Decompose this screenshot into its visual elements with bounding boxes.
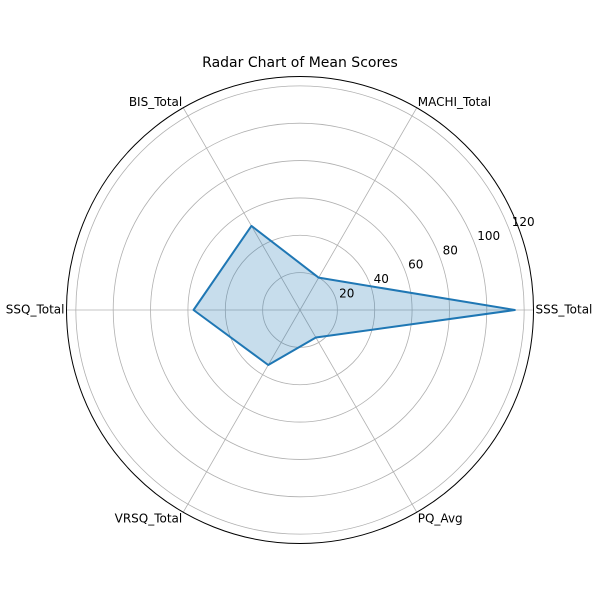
axis-label-bis-total: BIS_Total (129, 95, 182, 109)
axis-label-sss-total: SSS_Total (536, 303, 593, 317)
grid-layer (66, 85, 534, 535)
r-tick-label-40: 40 (374, 272, 389, 286)
r-tick-label-60: 60 (408, 258, 423, 272)
spoke-2 (182, 107, 301, 311)
series-layer (192, 224, 516, 366)
axis-label-pq-avg: PQ_Avg (418, 512, 463, 526)
chart-title: Radar Chart of Mean Scores (202, 55, 398, 71)
spoke-4 (182, 309, 301, 513)
r-tick-label-120: 120 (512, 215, 535, 229)
axis-label-machi-total: MACHI_Total (418, 95, 491, 109)
axis-label-ssq-total: SSQ_Total (6, 303, 65, 317)
spoke-5 (299, 309, 418, 513)
r-tick-label-20: 20 (339, 286, 354, 300)
r-tick-label-80: 80 (443, 243, 458, 257)
spoke-1 (299, 107, 418, 311)
r-tick-label-100: 100 (477, 229, 500, 243)
label-layer: 20 40 60 80 100 120 SSS_Total MACHI_Total BIS_To… (6, 95, 593, 526)
outer-frame (66, 76, 534, 544)
series-area (193, 225, 515, 365)
axis-label-vrsq-total: VRSQ_Total (115, 512, 183, 526)
